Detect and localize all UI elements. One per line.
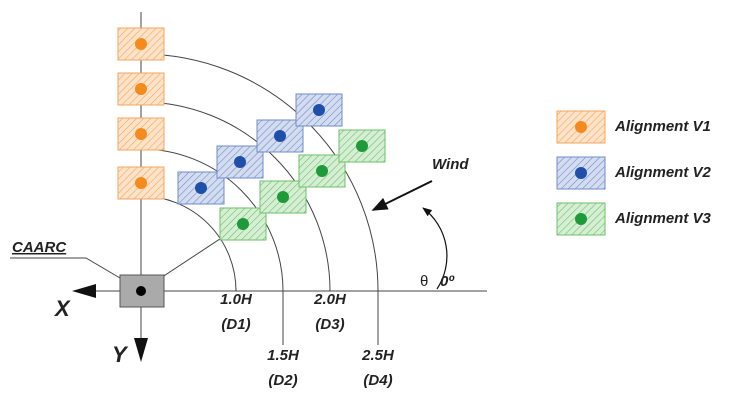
caarc-leader xyxy=(10,257,121,279)
distance-height: 1.0H xyxy=(220,291,253,308)
distance-height: 2.5H xyxy=(361,347,395,364)
arc-d4 xyxy=(140,53,379,345)
distance-name: (D4) xyxy=(363,372,392,389)
v2-boxes xyxy=(177,93,343,205)
v3-boxes xyxy=(219,129,386,241)
y-arrow xyxy=(134,338,148,362)
legend-entry: Alignment V3 xyxy=(614,210,712,227)
legend-entry: Alignment V1 xyxy=(614,118,711,135)
wind-label: Wind xyxy=(432,156,469,173)
distance-name: (D2) xyxy=(268,372,297,389)
angle-label: 0º xyxy=(440,273,455,290)
distance-height: 1.5H xyxy=(267,347,300,364)
distance-name: (D1) xyxy=(221,316,250,333)
wind-arrow xyxy=(371,180,433,211)
x-arrow xyxy=(72,284,96,298)
theta-arc xyxy=(422,207,448,290)
caarc-label: CAARC xyxy=(12,239,67,256)
v1-boxes xyxy=(117,27,165,200)
arc-d2 xyxy=(140,148,284,345)
legend-entry: Alignment V2 xyxy=(614,164,712,181)
y-label: Y xyxy=(112,342,129,367)
distance-name: (D3) xyxy=(315,316,344,333)
arc-d3 xyxy=(140,101,331,292)
x-label: X xyxy=(53,296,71,321)
layout xyxy=(10,12,606,362)
distance-height: 2.0H xyxy=(313,291,347,308)
theta-label: θ xyxy=(420,273,428,290)
